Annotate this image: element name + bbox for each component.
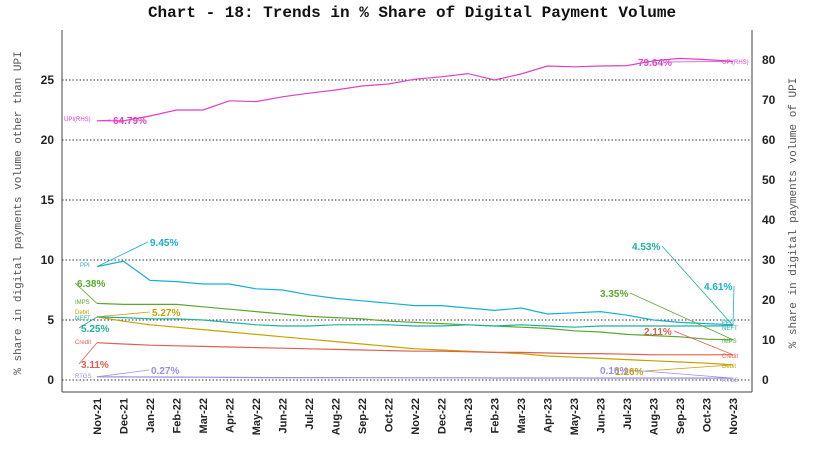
x-tick-label: May-23 — [569, 398, 581, 435]
leader-line — [644, 364, 734, 372]
x-tick-label: Jun-23 — [596, 398, 608, 433]
right-tick-label: 70 — [762, 93, 776, 107]
series-tag-end-ppi: PPI — [722, 320, 732, 326]
series-line-debit — [96, 316, 734, 366]
x-tick-label: May-22 — [251, 398, 263, 435]
x-tick-label: Feb-22 — [172, 398, 184, 433]
x-tick-label: Mar-23 — [516, 398, 528, 433]
data-label-end-imps: 3.35% — [600, 289, 628, 300]
right-tick-label: 50 — [762, 173, 776, 187]
x-tick-label: Sep-22 — [357, 398, 369, 434]
series-line-imps — [96, 302, 734, 341]
leader-line — [96, 311, 151, 318]
data-label-start-ppi: 9.45% — [150, 238, 178, 249]
leader-line — [732, 285, 735, 325]
x-tick-label: Dec-22 — [437, 398, 449, 434]
data-label-start-credit: 3.11% — [81, 360, 109, 371]
series-tag-end-upirhs: UPI(RHS) — [722, 60, 749, 66]
leader-line — [78, 316, 98, 329]
series-tag-end-credit: Credit — [722, 354, 738, 360]
series-tag-neft: NEFT — [75, 316, 91, 322]
series-line-credit — [96, 342, 734, 356]
data-label-start-neft: 5.25% — [81, 324, 109, 335]
leader-line — [673, 330, 734, 356]
right-tick-label: 40 — [762, 213, 776, 227]
leader-line — [96, 241, 149, 267]
series-tag-rtgs: RTGS — [75, 374, 92, 380]
x-tick-label: Dec-21 — [119, 398, 131, 434]
series-line-rtgs — [96, 376, 733, 379]
series-tag-end-rtgs: RTGS — [722, 378, 739, 384]
series-tag-end-imps: IMPS — [722, 339, 737, 345]
chart-title: Chart - 18: Trends in % Share of Digital… — [147, 4, 677, 22]
right-tick-label: 0 — [762, 373, 769, 387]
series-tag-upirhs: UPI(RHS) — [64, 117, 91, 123]
series-line-upirhs — [97, 57, 734, 122]
x-tick-label: Jul-23 — [622, 398, 634, 430]
data-label-end-rtgs: 0.16% — [600, 366, 628, 377]
right-tick-label: 30 — [762, 253, 776, 267]
leader-line — [74, 282, 98, 304]
series-line-ppi — [96, 260, 734, 326]
x-tick-label: Feb-23 — [490, 398, 502, 433]
x-tick-label: Sep-23 — [675, 398, 687, 434]
data-label-end-credit: 2.11% — [644, 327, 672, 338]
left-tick-label: 5 — [47, 313, 54, 327]
left-tick-label: 10 — [41, 253, 55, 267]
right-tick-label: 10 — [762, 333, 776, 347]
leader-line — [629, 369, 734, 379]
leader-line — [629, 292, 734, 341]
series-tag-end-debit: Debit — [722, 364, 736, 370]
right-tick-label: 20 — [762, 293, 776, 307]
leader-line — [667, 61, 734, 63]
x-tick-label: Nov-22 — [410, 398, 422, 435]
x-tick-label: Jun-22 — [278, 398, 290, 433]
left-tick-label: 15 — [41, 193, 55, 207]
x-tick-label: Aug-23 — [649, 398, 661, 435]
series-line-neft — [96, 316, 734, 328]
right-tick-label: 60 — [762, 133, 776, 147]
leader-line — [78, 342, 98, 365]
data-label-start-debit: 5.27% — [152, 308, 180, 319]
leader-line — [96, 119, 112, 122]
x-tick-label: Nov-23 — [728, 398, 740, 435]
data-label-end-debit: 1.26% — [615, 367, 643, 378]
left-tick-label: 25 — [41, 73, 55, 87]
x-tick-label: Jan-22 — [145, 398, 157, 433]
data-label-end-neft: 4.53% — [632, 242, 660, 253]
series-tag-ppi: PPI — [80, 263, 90, 269]
data-label-end-ppi: 4.61% — [704, 282, 732, 293]
x-tick-label: Apr-23 — [543, 398, 555, 433]
series-tag-imps: IMPS — [75, 300, 90, 306]
data-label-start-upirhs: 64.79% — [113, 116, 147, 127]
right-tick-label: 80 — [762, 53, 776, 67]
leader-line — [661, 245, 734, 326]
left-tick-label: 20 — [41, 133, 55, 147]
data-label-start-rtgs: 0.27% — [151, 366, 179, 377]
series-tag-debit: Debit — [75, 310, 89, 316]
x-tick-label: Mar-22 — [198, 398, 210, 433]
x-tick-label: Apr-22 — [225, 398, 237, 433]
series-tag-credit: Credit — [75, 340, 91, 346]
x-tick-label: Nov-21 — [92, 398, 104, 435]
x-tick-label: Jan-23 — [463, 398, 475, 433]
series-tag-end-neft: NEFT — [722, 326, 738, 332]
data-label-start-imps: 6.38% — [77, 279, 105, 290]
x-tick-label: Oct-23 — [702, 398, 714, 432]
left-tick-label: 0 — [47, 373, 54, 387]
x-tick-label: Oct-22 — [384, 398, 396, 432]
x-tick-label: Aug-22 — [331, 398, 343, 435]
leader-line — [96, 369, 150, 378]
data-label-end-upirhs: 79.64% — [638, 58, 672, 69]
x-tick-label: Jul-22 — [304, 398, 316, 430]
